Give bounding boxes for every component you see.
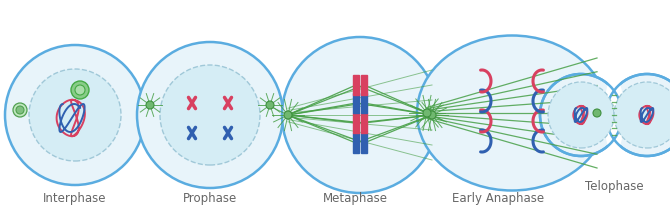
Circle shape bbox=[548, 82, 614, 148]
Circle shape bbox=[606, 74, 670, 156]
Circle shape bbox=[423, 109, 431, 117]
Circle shape bbox=[614, 82, 670, 148]
Circle shape bbox=[160, 65, 260, 165]
Text: Prophase: Prophase bbox=[183, 192, 237, 205]
Circle shape bbox=[146, 101, 154, 109]
Circle shape bbox=[284, 111, 292, 119]
Circle shape bbox=[5, 45, 145, 185]
Circle shape bbox=[282, 37, 438, 193]
Circle shape bbox=[428, 111, 436, 119]
Bar bbox=[361, 75, 367, 95]
Text: Early Anaphase: Early Anaphase bbox=[452, 192, 544, 205]
Bar bbox=[361, 113, 367, 133]
Bar bbox=[353, 93, 359, 113]
Circle shape bbox=[29, 69, 121, 161]
Circle shape bbox=[71, 81, 89, 99]
Circle shape bbox=[266, 101, 274, 109]
Text: Telophase: Telophase bbox=[585, 180, 643, 193]
Bar bbox=[353, 113, 359, 133]
Ellipse shape bbox=[604, 76, 624, 154]
Circle shape bbox=[137, 42, 283, 188]
Circle shape bbox=[540, 74, 622, 156]
Bar bbox=[361, 133, 367, 153]
Circle shape bbox=[593, 109, 601, 117]
Ellipse shape bbox=[417, 35, 607, 190]
Bar bbox=[353, 75, 359, 95]
Text: Metaphase: Metaphase bbox=[322, 192, 387, 205]
Bar bbox=[353, 133, 359, 153]
Circle shape bbox=[13, 103, 27, 117]
Text: Interphase: Interphase bbox=[44, 192, 107, 205]
Circle shape bbox=[16, 106, 24, 114]
Circle shape bbox=[75, 85, 85, 95]
Bar bbox=[361, 93, 367, 113]
